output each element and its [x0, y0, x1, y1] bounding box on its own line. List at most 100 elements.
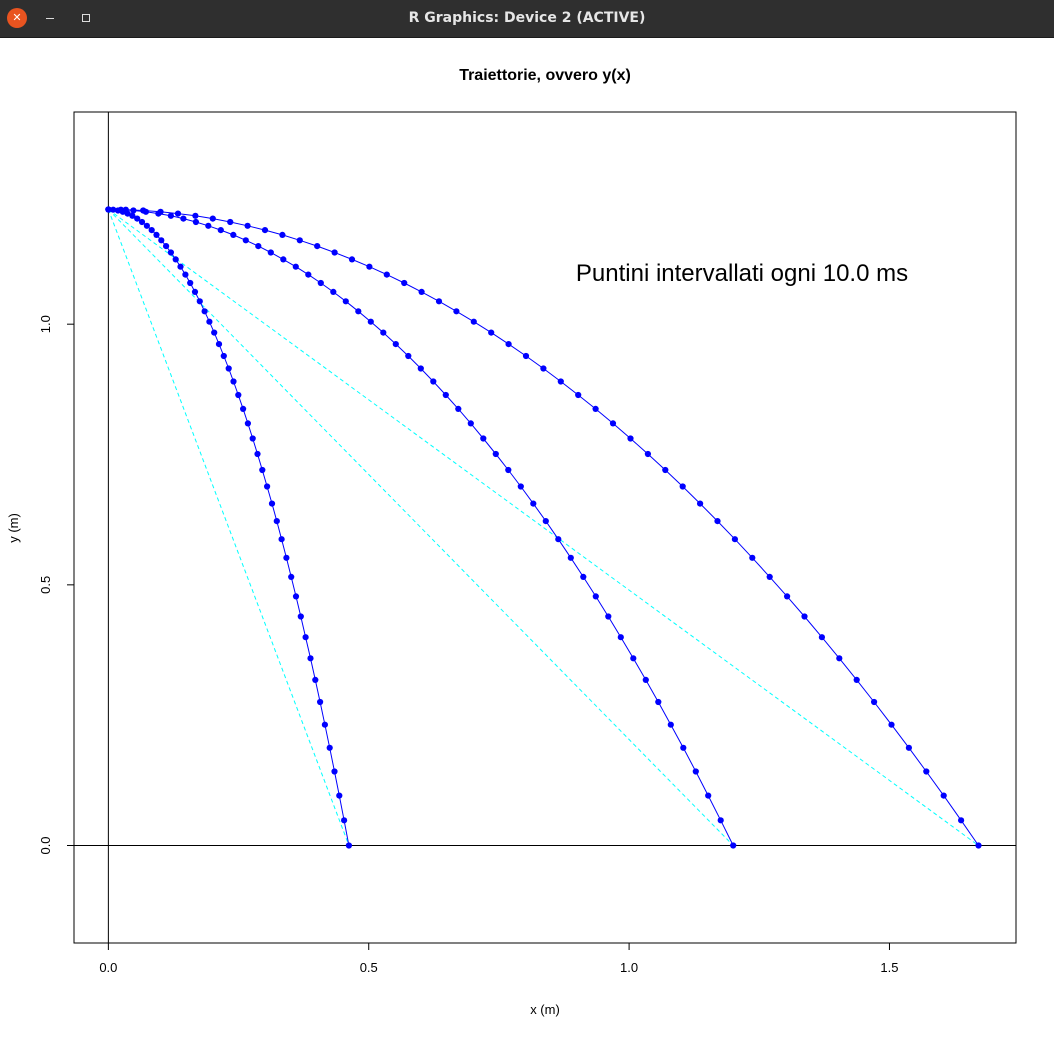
trajectory-3-point: [296, 237, 303, 244]
trajectory-1-point: [235, 391, 242, 399]
y-axis-label: y (m): [6, 513, 21, 543]
trajectory-1-point: [326, 744, 333, 751]
trajectory-2-point: [217, 227, 224, 234]
trajectory-3-point: [105, 206, 112, 213]
trajectory-3-point: [540, 365, 547, 372]
trajectory-1-point: [268, 500, 276, 507]
trajectory-2-point: [692, 768, 699, 775]
trajectory-3-point: [627, 435, 634, 442]
trajectory-2-point: [292, 263, 299, 270]
trajectory-2-point: [617, 634, 624, 641]
trajectory-3-point: [697, 500, 704, 507]
trajectory-3-point: [871, 698, 878, 706]
trajectory-2-point: [705, 792, 712, 799]
trajectory-1-point: [215, 341, 223, 348]
maximize-button[interactable]: [76, 8, 96, 28]
trajectory-points: [105, 206, 982, 849]
trajectory-1-point: [273, 518, 280, 525]
trajectory-3-point: [958, 817, 965, 824]
y-tick-label: 1.0: [38, 315, 53, 333]
trajectory-2-point: [130, 207, 137, 214]
trajectory-1-point: [264, 483, 271, 490]
trajectory-3-point: [766, 573, 773, 581]
trajectory-3-point: [888, 721, 895, 728]
trajectory-3-point: [227, 218, 234, 226]
x-tick-label: 0.5: [360, 960, 378, 975]
trajectory-1-point: [206, 318, 213, 325]
trajectory-2-point: [505, 466, 512, 474]
trajectory-3-point: [192, 212, 199, 219]
trajectory-2-point: [567, 554, 574, 561]
trajectory-1-point: [317, 698, 324, 706]
x-axis: 0.0 0.5 1.0 1.5: [99, 942, 899, 975]
plot-frame: [73, 111, 1017, 944]
trajectory-3-point: [662, 466, 669, 474]
trajectory-1-point: [187, 279, 194, 287]
trajectory-1-point: [297, 613, 304, 620]
x-tick-label: 1.0: [620, 960, 638, 975]
trajectory-1-point: [172, 256, 179, 263]
trajectory-3-point: [157, 208, 164, 215]
trajectory-2-point: [180, 215, 187, 222]
trajectory-1-point: [307, 655, 314, 662]
trajectory-1-point: [211, 329, 218, 336]
trajectory-3-point: [522, 352, 530, 360]
trajectory-1-point: [153, 231, 160, 238]
trajectory-3-point: [853, 676, 860, 684]
trajectory-1-point: [254, 450, 261, 458]
trajectory-2-point: [730, 842, 737, 849]
trajectory-2-point: [467, 420, 474, 427]
trajectory-2-point: [267, 249, 274, 256]
trajectory-2-point: [442, 391, 449, 399]
close-button[interactable]: ✕: [7, 8, 27, 28]
trajectory-1-point: [191, 288, 199, 295]
trajectory-2-point: [642, 676, 649, 684]
trajectory-2-point: [717, 817, 724, 824]
minimize-button[interactable]: [40, 8, 60, 28]
trajectory-1-point: [134, 215, 141, 222]
trajectory-3-point: [488, 329, 495, 336]
trajectory-1-point: [129, 212, 136, 219]
chord-line-3: [108, 209, 979, 846]
trajectory-3-point: [609, 420, 617, 427]
chord-line-2: [108, 209, 734, 846]
trajectory-1-point: [177, 263, 184, 270]
trajectory-3-point: [818, 634, 826, 641]
trajectory-1-point: [230, 378, 237, 385]
y-axis: 0.0 0.5 1.0: [38, 315, 75, 855]
trajectory-3-point: [366, 263, 373, 270]
trajectory-1-point: [240, 405, 247, 412]
trajectory-1-point: [182, 271, 189, 278]
trajectory-2-point: [117, 206, 124, 213]
trajectory-2-point: [630, 655, 637, 662]
trajectory-1-point: [158, 237, 165, 244]
trajectory-3-point: [801, 613, 808, 620]
trajectory-1-point: [336, 792, 343, 799]
trajectory-3-point: [731, 536, 739, 543]
y-tick-label: 0.0: [38, 836, 53, 854]
trajectory-3-point: [575, 391, 582, 399]
trajectory-1-point: [138, 218, 146, 226]
trajectory-2-point: [492, 450, 499, 458]
trajectory-1-point: [143, 222, 150, 229]
trajectory-2-point: [542, 518, 549, 525]
trajectory-3-point: [122, 206, 129, 213]
trajectory-2-point: [230, 231, 237, 238]
trajectory-1-point: [321, 721, 328, 728]
window-title: R Graphics: Device 2 (ACTIVE): [408, 10, 646, 26]
minimize-icon: [46, 18, 54, 19]
trajectory-3-point: [314, 243, 321, 250]
trajectory-2-point: [242, 237, 249, 244]
trajectory-3-point: [923, 768, 930, 775]
trajectory-2-point: [280, 256, 287, 263]
annotation-text: Puntini intervallati ogni 10.0 ms: [576, 260, 908, 287]
trajectory-1-point: [331, 768, 338, 775]
trajectory-3-point: [679, 483, 686, 490]
trajectory-3-point: [401, 279, 408, 287]
trajectory-3-point: [261, 227, 269, 234]
trajectory-1-point: [201, 308, 208, 315]
trajectory-1-point: [341, 817, 348, 824]
trajectory-1-point: [220, 352, 227, 360]
plot-canvas: Traiettorie, ovvero y(x) 0.0 0.5 1.0 1.5 0.…: [6, 67, 1017, 1017]
trajectory-3-point: [749, 554, 756, 561]
